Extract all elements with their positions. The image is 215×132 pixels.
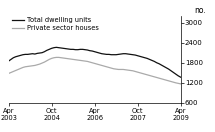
Total dwelling units <box>158 63 160 65</box>
Total dwelling units <box>67 48 70 50</box>
Private sector houses <box>55 57 58 58</box>
Private sector houses <box>46 60 48 62</box>
Total dwelling units <box>165 67 167 69</box>
Text: no.: no. <box>194 6 206 15</box>
Private sector houses <box>153 76 156 78</box>
Total dwelling units <box>46 50 48 51</box>
Line: Total dwelling units: Total dwelling units <box>9 47 181 77</box>
Private sector houses <box>96 63 98 65</box>
Private sector houses <box>7 73 10 74</box>
Private sector houses <box>179 83 182 85</box>
Total dwelling units <box>179 76 182 78</box>
Total dwelling units <box>55 47 58 48</box>
Legend: Total dwelling units, Private sector houses: Total dwelling units, Private sector hou… <box>12 17 98 31</box>
Private sector houses <box>67 58 70 60</box>
Total dwelling units <box>96 52 98 53</box>
Total dwelling units <box>153 61 156 62</box>
Total dwelling units <box>7 60 10 62</box>
Line: Private sector houses: Private sector houses <box>9 57 181 84</box>
Private sector houses <box>165 79 167 81</box>
Private sector houses <box>158 77 160 79</box>
